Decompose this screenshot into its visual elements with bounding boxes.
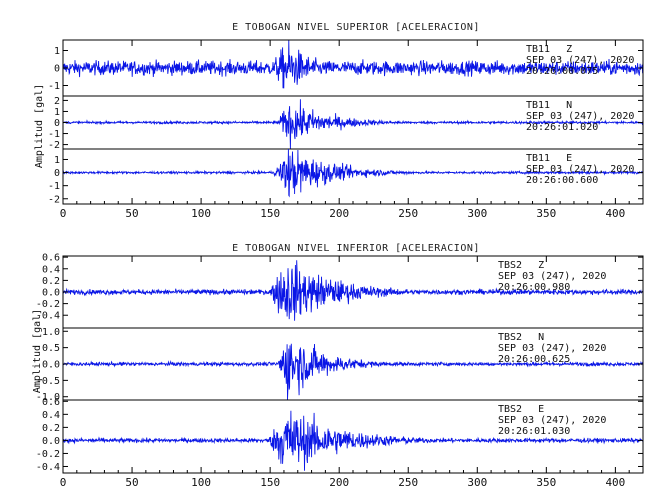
x-tick-label: 400 [605, 476, 625, 489]
y-tick-label: 0.2 [42, 423, 60, 434]
trace-date-label: SEP 03 (247), 2020 [526, 164, 634, 175]
y-tick-label: 0 [54, 118, 60, 129]
y-tick-label: 0 [54, 168, 60, 179]
y-tick-label: 1.0 [42, 327, 60, 338]
upper-x-axis: 0 50 100 150 200 250 300 350 400 [60, 40, 644, 220]
y-tick-label: -1 [48, 81, 60, 92]
x-tick-label: 300 [467, 476, 487, 489]
y-tick-label: -0.2 [36, 449, 60, 460]
y-tick-label: 0 [54, 64, 60, 75]
upper-y-axis-label: Amplitud [gal] [34, 84, 45, 168]
lower-x-axis: 0 50 100 150 200 250 300 350 400 [60, 256, 644, 489]
y-tick-label: -0.2 [36, 299, 60, 310]
upper-panel-title: E TOBOGAN NIVEL SUPERIOR [ACELERACION] [232, 22, 480, 33]
trace-time-label: 20:26:01.020 [526, 122, 598, 133]
y-tick-label: 0.6 [42, 253, 60, 264]
station-code: TB11 [526, 44, 550, 55]
y-tick-label: -1 [48, 129, 60, 140]
trace-time-label: 20:26:00.980 [498, 282, 570, 293]
y-tick-label: -0.5 [36, 376, 60, 387]
x-tick-label: 350 [536, 207, 556, 220]
y-tick-label: 0.6 [42, 397, 60, 408]
x-tick-label: 100 [191, 476, 211, 489]
y-tick-label: 1 [54, 155, 60, 166]
component-code: N [538, 332, 544, 343]
component-code: Z [538, 260, 544, 271]
y-tick-label: -1.0 [36, 392, 60, 403]
component-code: Z [566, 44, 572, 55]
station-code: TB11 [526, 100, 550, 111]
trace-station-label: TBS2 N [498, 332, 544, 343]
y-tick-label: 0.0 [42, 360, 60, 371]
y-tick-label: 0.0 [42, 288, 60, 299]
y-tick-label: 0.0 [42, 436, 60, 447]
x-tick-label: 200 [329, 476, 349, 489]
y-tick-label: -2 [48, 194, 60, 205]
y-tick-label: 0.5 [42, 343, 60, 354]
y-tick-label: 1 [54, 46, 60, 57]
x-tick-label: 250 [398, 476, 418, 489]
station-code: TBS2 [498, 332, 522, 343]
y-tick-label: 0.4 [42, 264, 60, 275]
upper-level-panel: E TOBOGAN NIVEL SUPERIOR [ACELERACION] A… [34, 22, 644, 220]
waveform-trace [62, 343, 644, 400]
x-tick-label: 250 [398, 207, 418, 220]
trace-station-label: TBS2 E [498, 404, 544, 415]
y-tick-label: 2 [54, 96, 60, 107]
x-tick-label: 150 [260, 207, 280, 220]
trace-date-label: SEP 03 (247), 2020 [498, 271, 606, 282]
component-code: N [566, 100, 572, 111]
waveform-trace [62, 410, 644, 471]
trace-date-label: SEP 03 (247), 2020 [526, 55, 634, 66]
trace-date-label: SEP 03 (247), 2020 [526, 111, 634, 122]
trace-date-label: SEP 03 (247), 2020 [498, 415, 606, 426]
trace-time-label: 20:26:00.600 [526, 175, 598, 186]
y-tick-label: -1 [48, 181, 60, 192]
y-tick-label: -0.4 [36, 462, 60, 473]
trace-station-label: TB11 E [526, 153, 572, 164]
x-tick-label: 150 [260, 476, 280, 489]
x-tick-label: 50 [125, 207, 138, 220]
y-tick-label: 0.4 [42, 410, 60, 421]
waveform-trace [62, 148, 644, 198]
component-code: E [566, 153, 572, 164]
trace-time-label: 20:26:01.030 [498, 426, 570, 437]
x-tick-label: 400 [605, 207, 625, 220]
station-code: TBS2 [498, 260, 522, 271]
x-tick-label: 350 [536, 476, 556, 489]
station-code: TBS2 [498, 404, 522, 415]
waveform-trace [62, 40, 644, 89]
waveform-trace [62, 260, 644, 321]
trace-date-label: SEP 03 (247), 2020 [498, 343, 606, 354]
trace-time-label: 20:26:00.075 [526, 66, 598, 77]
x-tick-label: 50 [125, 476, 138, 489]
lower-level-panel: E TOBOGAN NIVEL INFERIOR [ACELERACION] A… [32, 243, 644, 489]
lower-y-axis-label: Amplitud [gal] [32, 309, 43, 393]
lower-panel-title: E TOBOGAN NIVEL INFERIOR [ACELERACION] [232, 243, 480, 254]
x-tick-label: 100 [191, 207, 211, 220]
x-tick-label: 200 [329, 207, 349, 220]
waveform-trace [62, 99, 644, 150]
y-tick-label: -0.4 [36, 311, 60, 322]
trace-station-label: TB11 Z [526, 44, 572, 55]
trace-time-label: 20:26:00.625 [498, 354, 570, 365]
trace-station-label: TB11 N [526, 100, 572, 111]
x-tick-label: 0 [60, 476, 67, 489]
trace-station-label: TBS2 Z [498, 260, 544, 271]
station-code: TB11 [526, 153, 550, 164]
x-tick-label: 0 [60, 207, 67, 220]
y-tick-label: -2 [48, 140, 60, 151]
component-code: E [538, 404, 544, 415]
x-tick-label: 300 [467, 207, 487, 220]
y-tick-label: 1 [54, 107, 60, 118]
y-tick-label: 0.2 [42, 276, 60, 287]
